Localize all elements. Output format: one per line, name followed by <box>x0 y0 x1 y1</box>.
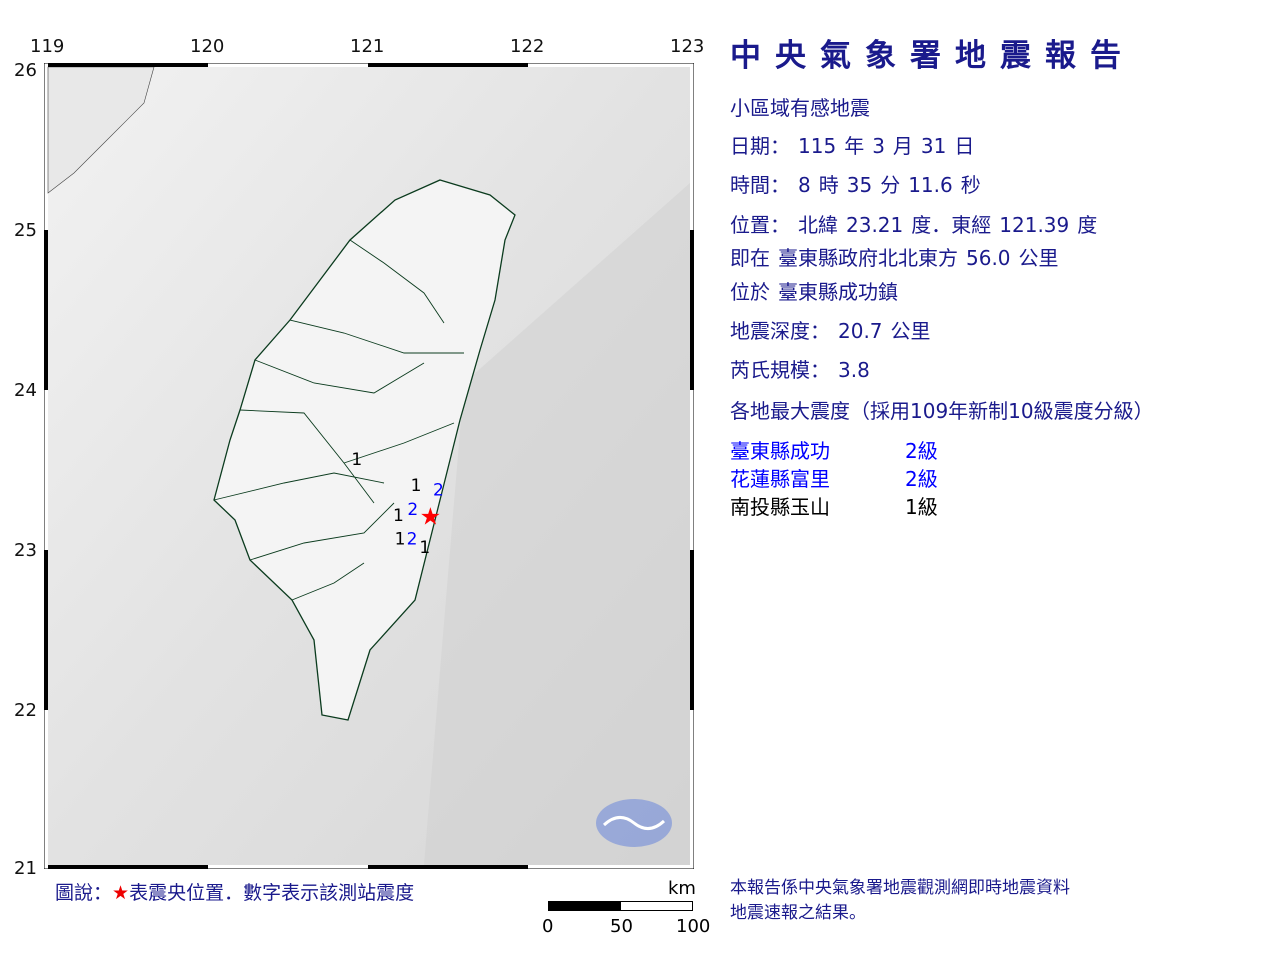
date-row: 日期： 115 年 3 月 31 日 <box>730 134 975 158</box>
lon-tick: 120 <box>190 36 225 57</box>
frame-bar <box>690 550 694 710</box>
earthquake-type: 小區域有感地震 <box>730 96 870 120</box>
county-borders <box>213 239 464 601</box>
frame-bar <box>690 230 694 390</box>
philippine-sea-relief <box>424 183 690 865</box>
star-icon: ★ <box>112 882 130 904</box>
frame-bar <box>368 865 528 869</box>
lon-tick: 119 <box>30 36 65 57</box>
scale-label: 0 <box>542 916 554 937</box>
station-name: 花蓮縣富里 <box>730 467 830 491</box>
footer-note: 地震速報之結果。 <box>730 903 866 923</box>
lon-tick: 121 <box>350 36 385 57</box>
station-intensity-mark: 1 <box>411 476 422 496</box>
frame-bar <box>44 550 48 710</box>
town-row: 位於 臺東縣成功鎮 <box>730 280 898 304</box>
location-row: 位置： 北緯 23.21 度．東經 121.39 度 <box>730 213 1098 237</box>
scale-label: 100 <box>676 916 711 937</box>
scale-bar <box>548 901 693 911</box>
lat-tick: 23 <box>14 540 37 561</box>
map-legend: 圖說：★表震央位置．數字表示該測站震度 <box>55 878 414 905</box>
frame-bar <box>44 230 48 390</box>
scale-unit: km <box>668 878 696 899</box>
legend-prefix: 圖說： <box>55 882 113 904</box>
relative-location-row: 即在 臺東縣政府北北東方 56.0 公里 <box>730 246 1059 270</box>
frame-bar <box>48 865 208 869</box>
station-intensity-mark: 2 <box>433 481 444 501</box>
station-intensity-mark: 1 <box>395 529 406 549</box>
frame-bar <box>368 63 528 67</box>
station-level: 2級 <box>905 439 938 463</box>
lon-tick: 123 <box>670 36 705 57</box>
lat-tick: 24 <box>14 380 37 401</box>
station-name: 南投縣玉山 <box>730 495 830 519</box>
station-intensity-mark: 2 <box>407 500 418 520</box>
station-intensity-mark: 2 <box>407 529 418 549</box>
taiwan-outline <box>213 179 516 721</box>
lat-tick: 21 <box>14 858 37 879</box>
scale-label: 50 <box>610 916 633 937</box>
epicenter-star-icon: ★ <box>420 502 442 530</box>
report-title: 中央氣象署地震報告 <box>730 38 1135 74</box>
footer-note: 本報告係中央氣象署地震觀測網即時地震資料 <box>730 878 1070 898</box>
station-intensity-mark: 1 <box>351 450 362 470</box>
time-row: 時間： 8 時 35 分 11.6 秒 <box>730 173 981 197</box>
lat-tick: 26 <box>14 60 37 81</box>
station-intensity-mark: 1 <box>393 506 404 526</box>
station-level: 1級 <box>905 495 938 519</box>
station-level: 2級 <box>905 467 938 491</box>
depth-row: 地震深度： 20.7 公里 <box>730 319 931 343</box>
lon-tick: 122 <box>510 36 545 57</box>
station-name: 臺東縣成功 <box>730 439 830 463</box>
lat-tick: 25 <box>14 220 37 241</box>
lat-tick: 22 <box>14 700 37 721</box>
legend-text: 表震央位置．數字表示該測站震度 <box>129 882 415 904</box>
magnitude-row: 芮氏規模： 3.8 <box>730 358 870 382</box>
station-intensity-mark: 1 <box>419 538 430 558</box>
cwa-logo-wave <box>602 816 666 830</box>
frame-bar <box>48 63 208 67</box>
intensity-heading: 各地最大震度（採用109年新制10級震度分級） <box>730 399 1154 423</box>
